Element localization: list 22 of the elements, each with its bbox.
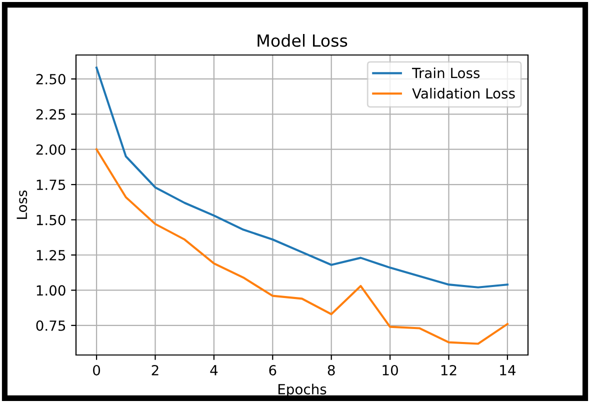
y-tick-label: 1.75 <box>36 180 66 190</box>
x-tick-label: 0 <box>93 364 100 376</box>
line-series <box>96 148 508 345</box>
x-tick-label: 6 <box>269 364 276 376</box>
legend-label: Train Loss <box>412 68 480 78</box>
y-tick-label: 2.50 <box>36 74 66 84</box>
x-tick-label: 4 <box>210 365 218 376</box>
y-tick-label: 1.50 <box>36 214 66 226</box>
x-tick-label: 12 <box>441 364 456 376</box>
x-tick-label: 14 <box>500 365 516 376</box>
y-tick-label: 2.25 <box>36 109 66 120</box>
y-tick-label: 1.00 <box>36 285 66 296</box>
x-axis-title: Epochs <box>278 384 326 398</box>
x-tick-label: 2 <box>152 364 158 376</box>
x-tick-label: 8 <box>328 364 335 376</box>
y-axis-title: Loss <box>16 190 28 219</box>
y-tick-label: 2.00 <box>36 144 66 155</box>
x-tick-label: 10 <box>382 364 398 376</box>
chart-title: Model Loss <box>258 34 348 47</box>
y-tick-label: 0.75 <box>36 320 66 331</box>
legend-label: Validation Loss <box>412 88 515 99</box>
y-tick-label: 1.25 <box>36 250 66 260</box>
